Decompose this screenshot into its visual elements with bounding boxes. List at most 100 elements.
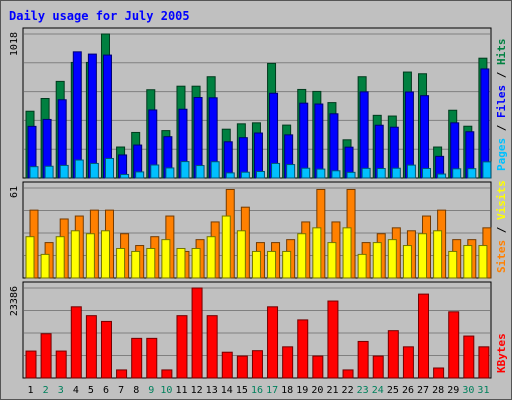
bar-pages-day-26 bbox=[406, 164, 416, 179]
x-tick-label-day-20: 20 bbox=[311, 385, 323, 396]
ymax-label-kbytes: 23386 bbox=[9, 286, 20, 316]
x-tick-label-day-24: 24 bbox=[372, 385, 384, 396]
x-tick-label-day-6: 6 bbox=[103, 385, 109, 396]
bar-kbytes-day-15 bbox=[236, 355, 248, 379]
bar-sites-day-19 bbox=[297, 233, 307, 279]
bar-sites-day-26 bbox=[402, 245, 412, 279]
bar-sites-day-8 bbox=[131, 250, 141, 279]
bar-kbytes-day-25 bbox=[387, 330, 399, 379]
x-tick-label-day-28: 28 bbox=[432, 385, 444, 396]
bar-files-day-4 bbox=[72, 51, 82, 179]
bar-sites-day-2 bbox=[40, 253, 50, 279]
bar-kbytes-day-21 bbox=[327, 300, 339, 379]
bar-sites-day-3 bbox=[55, 236, 65, 279]
bar-sites-day-10 bbox=[161, 239, 171, 279]
legend-item-visits: Visits bbox=[495, 180, 508, 220]
x-tick-label-day-19: 19 bbox=[296, 385, 308, 396]
bar-pages-day-9 bbox=[150, 164, 160, 179]
legend-separator: / bbox=[495, 65, 508, 85]
bar-kbytes-day-27 bbox=[418, 293, 430, 379]
bar-sites-day-28 bbox=[433, 230, 443, 279]
bar-sites-day-30 bbox=[463, 245, 473, 279]
x-tick-label-day-17: 17 bbox=[266, 385, 278, 396]
x-tick-label-day-30: 30 bbox=[462, 385, 474, 396]
x-tick-label-day-15: 15 bbox=[236, 385, 248, 396]
bar-pages-day-4 bbox=[74, 159, 84, 179]
bar-kbytes-day-9 bbox=[146, 337, 158, 379]
bar-kbytes-day-8 bbox=[131, 337, 143, 379]
bar-pages-day-31 bbox=[482, 161, 492, 179]
legend-hits-panel: Pages / Files / Hits bbox=[495, 39, 508, 172]
bar-pages-day-30 bbox=[467, 168, 477, 179]
bar-kbytes-day-29 bbox=[448, 311, 460, 379]
bar-kbytes-day-3 bbox=[55, 350, 67, 379]
x-tick-label-day-21: 21 bbox=[326, 385, 338, 396]
bar-pages-day-2 bbox=[44, 165, 54, 179]
bar-kbytes-day-22 bbox=[342, 369, 354, 379]
bar-pages-day-27 bbox=[422, 168, 432, 179]
bar-pages-day-3 bbox=[59, 164, 69, 179]
x-tick-label-day-1: 1 bbox=[28, 385, 34, 396]
ymax-label-visits: 61 bbox=[9, 186, 20, 198]
x-tick-label-day-31: 31 bbox=[477, 385, 489, 396]
bar-pages-day-29 bbox=[452, 168, 462, 179]
bar-pages-day-16 bbox=[255, 170, 265, 179]
bar-pages-day-24 bbox=[376, 168, 386, 179]
legend-visits-panel: Sites / Visits bbox=[495, 180, 508, 273]
bar-kbytes-day-24 bbox=[372, 355, 384, 379]
bar-sites-day-9 bbox=[146, 247, 156, 279]
bar-pages-day-6 bbox=[104, 157, 114, 179]
bar-pages-day-11 bbox=[180, 161, 190, 179]
ymax-label-hits: 1018 bbox=[9, 32, 20, 56]
legend-item-kbytes: KBytes bbox=[495, 333, 508, 373]
bar-pages-day-1 bbox=[29, 166, 39, 179]
bar-pages-day-8 bbox=[135, 171, 145, 179]
bar-pages-day-7 bbox=[120, 173, 130, 179]
bar-sites-day-12 bbox=[191, 247, 201, 279]
bar-sites-day-6 bbox=[100, 230, 110, 279]
x-tick-label-day-10: 10 bbox=[160, 385, 172, 396]
x-tick-label-day-14: 14 bbox=[221, 385, 233, 396]
bar-sites-day-20 bbox=[312, 227, 322, 279]
bar-pages-day-17 bbox=[271, 162, 281, 179]
x-tick-label-day-9: 9 bbox=[148, 385, 154, 396]
bar-sites-day-4 bbox=[70, 230, 80, 279]
bar-kbytes-day-5 bbox=[85, 315, 97, 379]
bar-pages-day-21 bbox=[331, 170, 341, 179]
bar-kbytes-day-2 bbox=[40, 333, 52, 379]
bar-pages-day-23 bbox=[361, 167, 371, 179]
x-tick-labels: 1 2 3 4 5 6 7 8 9 10 11 12 13 14 15 16 17 18 19 20 21 22 23 24 2… bbox=[28, 385, 490, 396]
bar-kbytes-day-7 bbox=[116, 369, 128, 379]
bar-pages-day-22 bbox=[346, 171, 356, 179]
x-tick-label-day-11: 11 bbox=[175, 385, 187, 396]
x-tick-label-day-7: 7 bbox=[118, 385, 124, 396]
bar-kbytes-day-23 bbox=[357, 340, 369, 379]
bar-kbytes-day-31 bbox=[478, 346, 490, 379]
bar-sites-day-7 bbox=[116, 247, 126, 279]
x-tick-label-day-13: 13 bbox=[206, 385, 218, 396]
x-tick-label-day-5: 5 bbox=[88, 385, 94, 396]
x-tick-label-day-29: 29 bbox=[447, 385, 459, 396]
bar-pages-day-28 bbox=[437, 173, 447, 179]
legend-item-hits: Hits bbox=[495, 39, 508, 66]
legend-item-sites: Sites bbox=[495, 240, 508, 273]
bar-pages-day-13 bbox=[210, 161, 220, 179]
bar-pages-day-18 bbox=[286, 164, 296, 179]
bar-pages-day-15 bbox=[240, 171, 250, 179]
x-tick-label-day-12: 12 bbox=[191, 385, 203, 396]
bar-files-day-20 bbox=[314, 103, 324, 179]
bar-sites-day-11 bbox=[176, 247, 186, 279]
bar-sites-day-5 bbox=[85, 233, 95, 279]
bar-kbytes-day-1 bbox=[25, 350, 37, 379]
x-tick-label-day-8: 8 bbox=[133, 385, 139, 396]
bar-kbytes-day-19 bbox=[297, 319, 309, 379]
x-tick-label-day-22: 22 bbox=[342, 385, 354, 396]
bar-kbytes-day-30 bbox=[463, 335, 475, 379]
bar-sites-day-15 bbox=[236, 230, 246, 279]
legend-separator: / bbox=[495, 118, 508, 138]
bar-sites-day-17 bbox=[267, 250, 277, 279]
bar-files-day-21 bbox=[329, 113, 339, 179]
bar-files-day-19 bbox=[299, 102, 309, 179]
